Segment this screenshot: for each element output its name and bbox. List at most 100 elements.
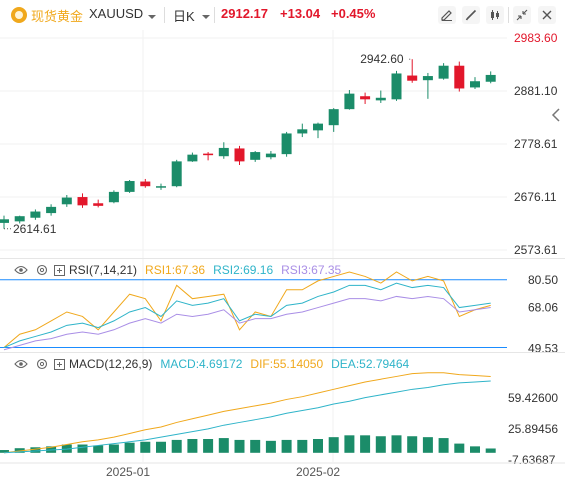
candle <box>328 109 339 126</box>
macd-bar <box>93 445 104 453</box>
candle <box>422 76 433 81</box>
macd-bar <box>156 441 166 453</box>
dif-value: DIF:55.14050 <box>250 357 324 371</box>
close-icon[interactable] <box>538 6 556 24</box>
rsi-axis-tick: 68.06 <box>528 300 558 314</box>
gear-icon[interactable] <box>36 264 48 276</box>
pen-icon[interactable] <box>462 6 480 24</box>
eye-icon[interactable] <box>14 359 28 369</box>
pencil-icon[interactable] <box>438 6 456 24</box>
macd-axis-tick: 59.42600 <box>508 391 558 405</box>
macd-bar <box>313 439 323 453</box>
dropdown-icon[interactable] <box>148 9 156 24</box>
candle <box>46 206 57 214</box>
candle <box>77 197 88 206</box>
x-axis-tick: 2025-02 <box>296 465 340 479</box>
candle <box>218 147 229 157</box>
candle <box>438 65 449 79</box>
dropdown-icon[interactable] <box>202 9 210 24</box>
max-price-label: 2942.60 <box>360 52 404 66</box>
rsi-axis-tick: 80.50 <box>528 273 558 287</box>
candle <box>124 181 135 192</box>
candle <box>470 81 480 88</box>
candle <box>108 191 119 203</box>
arrow-left-icon[interactable] <box>551 108 561 127</box>
macd-bar <box>124 442 135 453</box>
macd-bar <box>344 435 355 453</box>
macd-bar <box>0 450 9 453</box>
rsi-line-rsi3 <box>3 295 491 351</box>
divider <box>164 7 165 23</box>
candle <box>281 133 292 155</box>
macd-header: MACD(12,26,9) MACD:4.69172 DIF:55.14050 … <box>14 357 409 371</box>
timeframe-selector[interactable]: 日K <box>173 9 195 24</box>
pane-divider <box>0 258 565 259</box>
macd-bar <box>171 439 182 453</box>
dea-value: DEA:52.79464 <box>331 357 410 371</box>
x-axis-tick: 2025-01 <box>106 465 150 479</box>
candle <box>187 154 198 162</box>
divider <box>508 7 509 23</box>
macd-bar <box>485 448 496 453</box>
macd-bar <box>250 439 261 453</box>
macd-bar <box>108 444 119 453</box>
price-axis-tick: 2573.61 <box>514 243 558 257</box>
candle <box>140 181 151 187</box>
symbol-selector[interactable]: XAUUSD <box>89 6 144 21</box>
price-axis-tick: 2778.61 <box>514 137 558 151</box>
candle <box>313 123 323 131</box>
rsi-line-rsi2 <box>3 282 491 349</box>
rsi-label: RSI(7,14,21) <box>69 263 138 277</box>
macd-bar <box>77 444 88 453</box>
macd-bar <box>297 439 308 453</box>
price-change-pct: +0.45% <box>331 6 376 21</box>
macd-bar <box>391 435 402 453</box>
candle <box>203 153 214 156</box>
macd-bar <box>218 438 229 453</box>
price-change: +13.04 <box>280 6 321 21</box>
expand-icon[interactable] <box>54 264 65 276</box>
macd-bar <box>407 436 418 453</box>
candle <box>297 129 308 134</box>
candle <box>14 216 25 222</box>
price-axis-tick: 2676.11 <box>514 190 557 204</box>
collapse-icon[interactable] <box>513 6 531 24</box>
candle <box>344 93 355 110</box>
macd-bar <box>454 443 465 453</box>
candle <box>171 161 182 187</box>
eye-icon[interactable] <box>14 265 28 275</box>
candle <box>61 197 72 205</box>
price-axis-tick: 2881.10 <box>514 84 558 98</box>
candle <box>360 96 371 100</box>
macd-bar <box>234 439 245 453</box>
dea-line <box>3 380 491 454</box>
candle <box>250 152 261 160</box>
last-price: 2912.17 <box>221 6 268 21</box>
rsi-header: RSI(7,14,21) RSI1:67.36 RSI2:69.16 RSI3:… <box>14 263 341 277</box>
min-price-label: 2614.61 <box>13 222 57 236</box>
rsi-line-rsi1 <box>3 271 491 348</box>
candle <box>93 203 104 206</box>
candle <box>454 65 465 89</box>
logo-text: 现货黄金 <box>31 9 84 24</box>
macd-axis-tick: -7.63687 <box>508 453 556 467</box>
candle-icon[interactable] <box>486 6 504 24</box>
rsi1-value: RSI1:67.36 <box>145 263 206 277</box>
expand-icon[interactable] <box>54 358 65 370</box>
top-toolbar: 现货黄金 XAUUSD 日K 2912.17 +13.04 +0.45% <box>0 0 565 30</box>
macd-bar <box>30 447 41 453</box>
rsi2-value: RSI2:69.16 <box>213 263 274 277</box>
price-axis-tick: 2983.60 <box>514 31 558 45</box>
macd-bar <box>470 446 480 453</box>
candle <box>30 211 41 218</box>
candle <box>0 219 9 223</box>
candle <box>391 73 402 100</box>
candle <box>156 186 166 188</box>
candle <box>234 148 245 162</box>
macd-axis-tick: 25.89456 <box>508 422 558 436</box>
pane-divider <box>0 352 565 353</box>
gold-logo-icon <box>10 6 28 27</box>
candle <box>485 74 496 82</box>
gear-icon[interactable] <box>36 358 48 370</box>
